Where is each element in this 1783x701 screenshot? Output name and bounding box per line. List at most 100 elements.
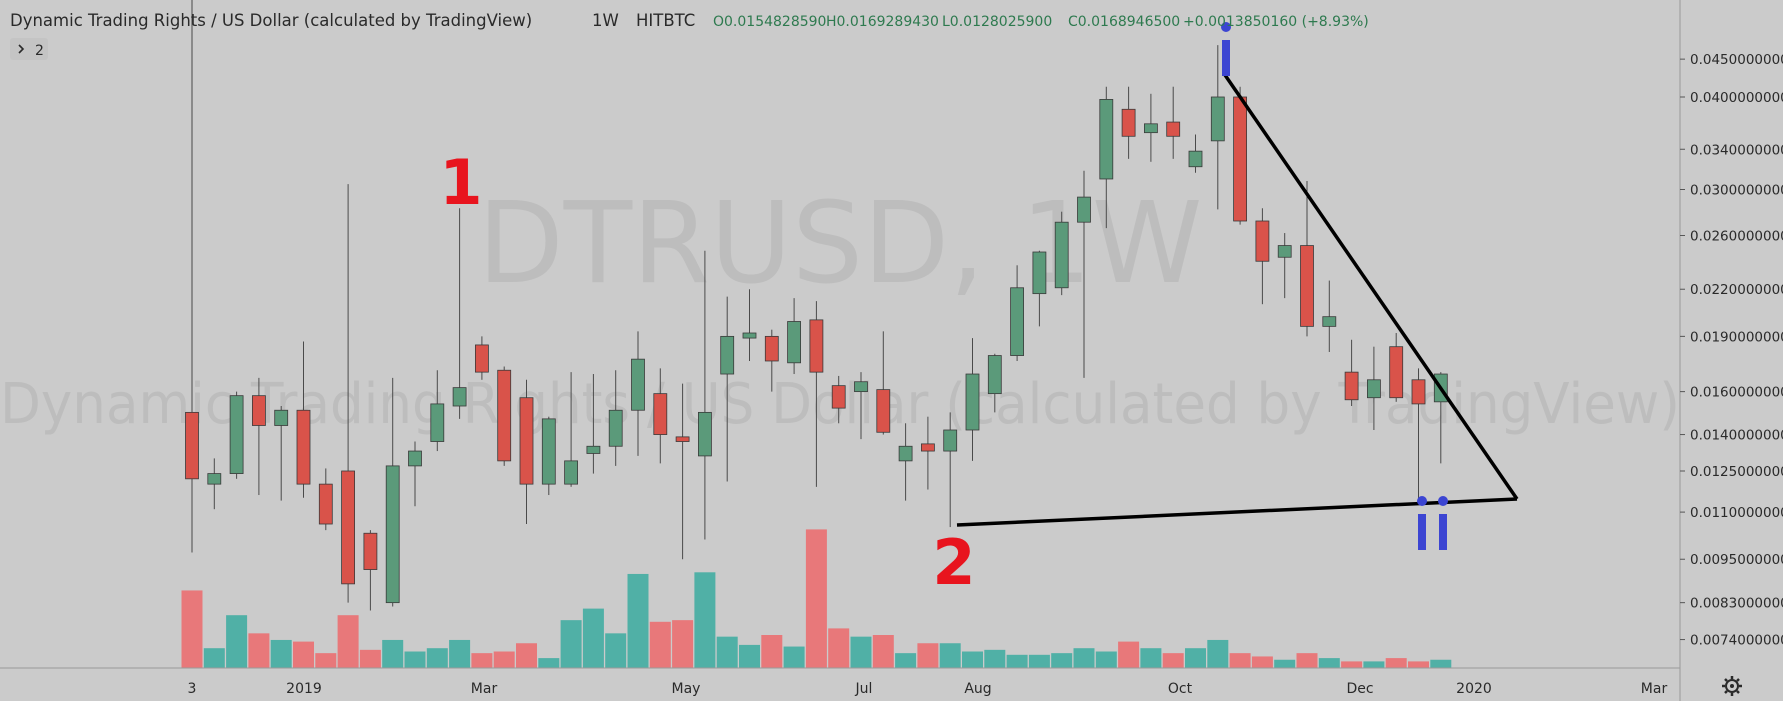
volume-bar (1207, 639, 1229, 668)
candle (385, 377, 400, 607)
candle-body (497, 369, 512, 462)
candle (474, 336, 489, 380)
volume-bar (605, 633, 627, 668)
candle-body (452, 387, 467, 407)
candle (898, 423, 913, 501)
candle-body (251, 395, 266, 426)
candle (698, 250, 712, 540)
volume-bar (1296, 653, 1318, 668)
price-axis[interactable]: 0.0550000000 0.0450000000 0.0400000000 0.03… (1680, 0, 1783, 649)
candle (519, 379, 534, 525)
volume-bar (382, 639, 404, 668)
candle (876, 331, 891, 435)
candle (1121, 86, 1136, 159)
candle (408, 441, 422, 507)
candle (742, 289, 757, 361)
candle-body (1144, 123, 1158, 134)
candle (296, 341, 311, 498)
candle (341, 184, 356, 603)
volume-bar (538, 658, 560, 668)
volume-bar (1162, 653, 1184, 668)
candle (854, 372, 868, 440)
volume-bar (1274, 659, 1296, 668)
candle (1077, 170, 1091, 378)
price-tick-label: 0.0300000000 (1690, 183, 1783, 199)
candle-body (898, 445, 913, 462)
volume-bars (181, 529, 1452, 668)
volume-bar (1028, 654, 1050, 668)
price-tick-label: 0.0160000000 (1690, 385, 1783, 401)
candle (720, 296, 735, 482)
candle (1010, 265, 1024, 361)
chart-legend: Dynamic Trading Rights / US Dollar (calc… (10, 11, 1369, 30)
volume-bar (293, 641, 314, 668)
candle-body (541, 418, 556, 485)
ohlc-open: O0.0154828590 (713, 14, 826, 30)
candle-body (698, 411, 712, 457)
candle-body (764, 335, 779, 362)
candle-body (185, 411, 199, 480)
candle-body (742, 332, 757, 339)
gear-icon[interactable] (1722, 676, 1742, 696)
candle-body (921, 443, 935, 452)
candle (497, 366, 512, 466)
volume-bar (1318, 658, 1340, 668)
candle-body (653, 393, 668, 435)
candle (987, 353, 1002, 413)
candle-body (296, 409, 311, 485)
ohlc-high: H0.0169289430 (826, 14, 939, 30)
price-tick-label: 0.0083000000 (1690, 596, 1783, 612)
volume-bar (516, 643, 537, 668)
volume-bar (493, 651, 515, 668)
volume-bar (828, 628, 850, 668)
volume-bar (1363, 661, 1385, 668)
candle (541, 416, 556, 496)
candle (1367, 346, 1381, 430)
volume-bar (872, 635, 894, 668)
price-tick-label: 0.0110000000 (1690, 505, 1783, 521)
candle-body (207, 473, 222, 485)
volume-bar (739, 644, 760, 668)
time-axis[interactable]: 3 2019 Mar May Jul Aug Oct Dec 2020 Mar (188, 681, 1668, 697)
volume-bar (471, 653, 493, 668)
candle (1144, 93, 1158, 162)
candle (1300, 181, 1314, 337)
candle (1032, 250, 1047, 327)
candle (921, 416, 935, 490)
candle-body (1233, 96, 1247, 222)
volume-bar (404, 651, 426, 668)
candle (318, 468, 333, 531)
candle (251, 377, 266, 496)
time-tick-label: Dec (1346, 681, 1373, 697)
volume-bar (694, 572, 716, 668)
candle-body (430, 403, 445, 442)
candle-body (1411, 379, 1426, 405)
volume-bar (226, 615, 248, 668)
candle (1389, 333, 1404, 402)
candle-body (1367, 379, 1381, 399)
volume-bar (1006, 654, 1028, 668)
descending-trendline[interactable] (1223, 74, 1519, 500)
candle (675, 383, 690, 560)
wave-label-i: i (1221, 22, 1231, 76)
time-tick-label: May (672, 681, 701, 697)
volume-bar (449, 639, 471, 668)
candle (1166, 86, 1181, 159)
candle-body (987, 355, 1002, 395)
candle-body (1277, 245, 1292, 258)
candle-body (341, 470, 356, 585)
candle (1188, 134, 1203, 173)
price-tick-label: 0.0074000000 (1690, 633, 1783, 649)
volume-bar (850, 636, 872, 668)
candle-body (809, 319, 824, 373)
price-tick-label: 0.0260000000 (1690, 229, 1783, 245)
candle-body (1300, 245, 1314, 327)
volume-bar (337, 615, 359, 668)
candle (653, 368, 668, 464)
indicators-toggle-button[interactable]: 2 (10, 38, 48, 60)
time-tick-label: 2019 (286, 681, 322, 697)
ohlc-change: +0.0013850160 (+8.93%) (1183, 14, 1369, 30)
candle-body (854, 381, 868, 393)
